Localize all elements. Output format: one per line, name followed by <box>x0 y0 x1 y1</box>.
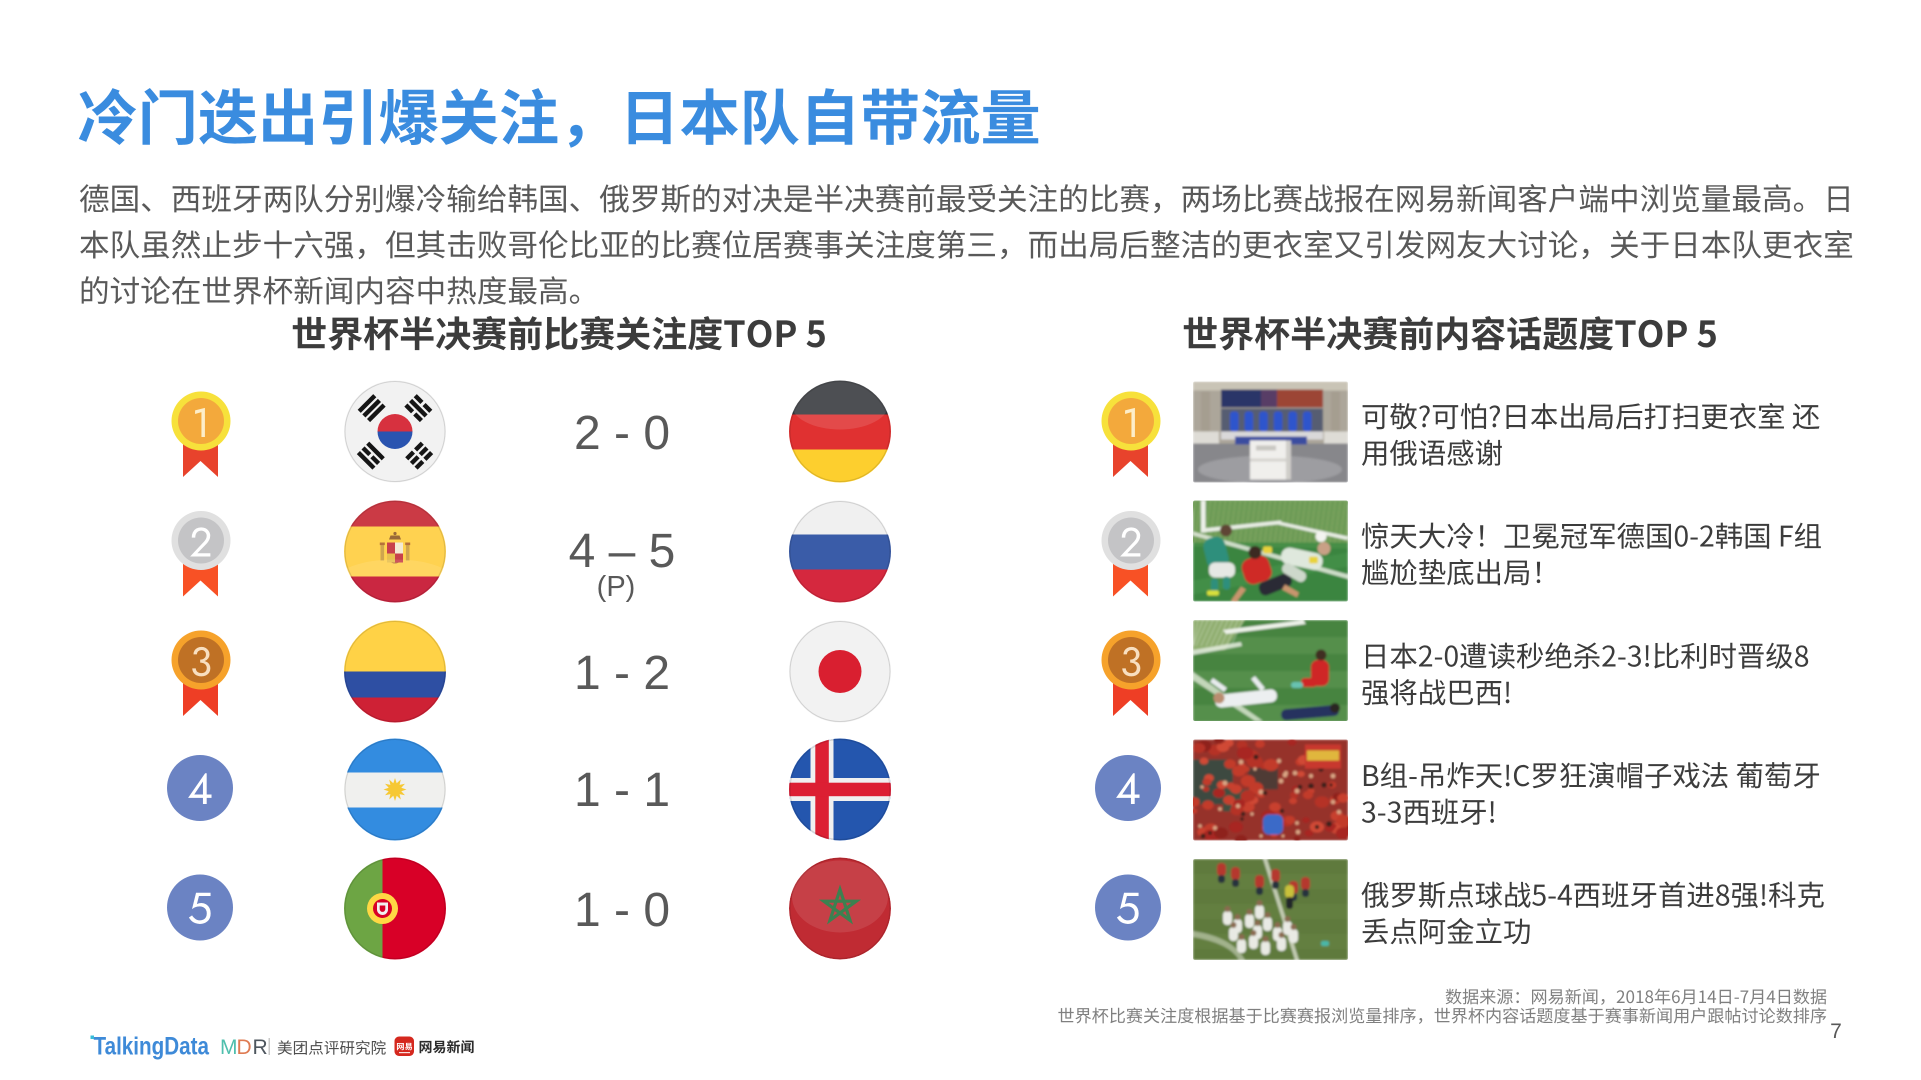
svg-text:7: 7 <box>1830 1020 1842 1043</box>
svg-text:M: M <box>220 1036 238 1059</box>
svg-text:1 - 2: 1 - 2 <box>574 647 670 700</box>
svg-text:4 – 5: 4 – 5 <box>569 525 676 578</box>
svg-text:D: D <box>237 1036 252 1059</box>
svg-text:1 - 1: 1 - 1 <box>574 764 670 817</box>
svg-text:TalkingData: TalkingData <box>94 1033 210 1061</box>
svg-text:(P): (P) <box>597 571 636 603</box>
svg-text:R: R <box>253 1036 268 1059</box>
svg-text:2 - 0: 2 - 0 <box>574 407 670 460</box>
svg-text:1 - 0: 1 - 0 <box>574 884 670 937</box>
